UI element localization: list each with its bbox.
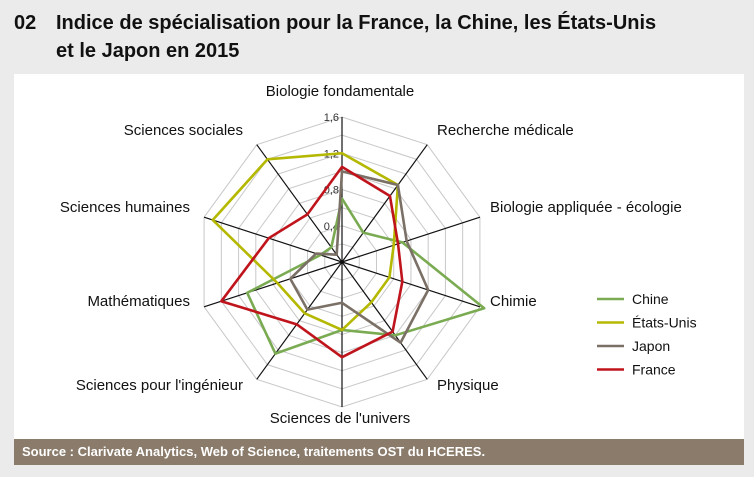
spoke-line: [203, 261, 343, 308]
spoke-line: [341, 261, 481, 308]
category-label: Biologie fondamentale: [266, 83, 414, 100]
radar-category-labels: Biologie fondamentale Recherche médicale B…: [60, 83, 682, 427]
category-label: Sciences de l'univers: [270, 410, 410, 427]
chart-panel: 0,4 0,8 1,2 1,6 Biologie fondamentale Recher…: [14, 74, 744, 439]
source-bar: Source : Clarivate Analytics, Web of Sci…: [14, 439, 744, 465]
chart-title-line-1: Indice de spécialisation pour la France,…: [56, 12, 657, 34]
series-line-2: [288, 170, 430, 344]
spoke-line: [256, 144, 343, 263]
category-label: Chimie: [490, 293, 537, 310]
category-label: Mathématiques: [87, 293, 190, 310]
category-label: Sciences sociales: [124, 122, 243, 139]
category-label: Sciences humaines: [60, 199, 190, 216]
legend-label: États-Unis: [632, 315, 697, 331]
series-line-0: [245, 197, 486, 355]
legend-label: Chine: [632, 291, 669, 307]
category-label: Physique: [437, 377, 499, 394]
legend-label: Japon: [632, 338, 670, 354]
category-label: Recherche médicale: [437, 122, 574, 139]
category-label: Sciences pour l'ingénieur: [76, 377, 243, 394]
spoke-line: [341, 261, 428, 380]
radar-chart: 0,40,81,21,6 Biologie fondamentaleRecher…: [60, 83, 697, 427]
chart-title-line-2: et le Japon en 2015: [56, 40, 240, 62]
spoke-line: [341, 216, 481, 263]
spoke-line: [256, 261, 343, 380]
series-line-3: [220, 165, 404, 359]
legend-label: France: [632, 362, 676, 378]
chart-legend: Chine États-Unis Japon France: [597, 291, 697, 378]
figure-number: 02: [14, 12, 37, 34]
tick-label: 1,6: [324, 112, 339, 124]
category-label: Biologie appliquée - écologie: [490, 199, 682, 216]
spoke-line: [341, 144, 428, 263]
radar-series: [211, 151, 486, 359]
